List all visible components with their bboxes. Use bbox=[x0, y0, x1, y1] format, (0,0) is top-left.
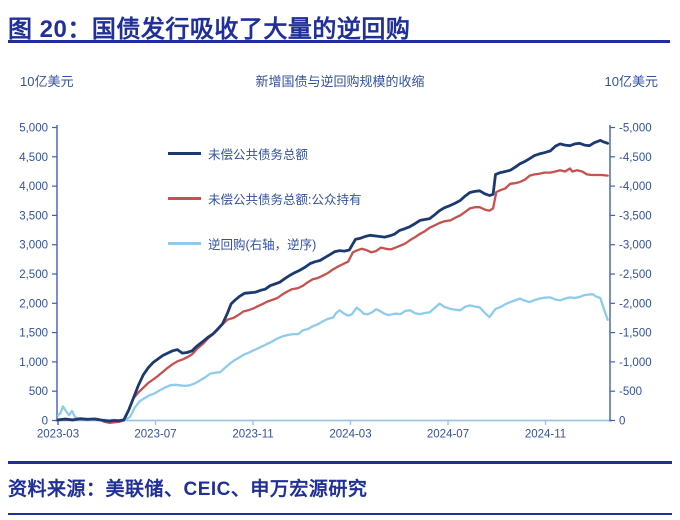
legend-label-public: 未偿公共债务总额:公众持有 bbox=[208, 192, 362, 207]
left-axis-tick-label: 4,000 bbox=[19, 181, 48, 193]
right-axis-tick-label: -3,000 bbox=[619, 240, 652, 252]
x-axis-tick-label: 2024-03 bbox=[329, 429, 371, 441]
legend-swatch-rrp bbox=[168, 241, 201, 245]
title-rule bbox=[8, 40, 670, 43]
source-note: 资料来源：美联储、CEIC、申万宏源研究 bbox=[8, 479, 368, 500]
left-axis-tick-label: 1,500 bbox=[19, 328, 48, 340]
left-axis-tick-label: 500 bbox=[29, 386, 48, 398]
chart-legend: 未偿公共债务总额 未偿公共债务总额:公众持有 逆回购(右轴，逆序) bbox=[168, 142, 361, 277]
x-axis-tick-label: 2024-07 bbox=[427, 429, 469, 441]
series-line-public bbox=[56, 167, 609, 424]
right-axis-tick-label: -5,000 bbox=[619, 123, 652, 135]
line-chart: 0 500 1,000 1,500 2,000 2,500 3,000 3,500 4,000 4… bbox=[19, 123, 652, 441]
left-axis-tick-label: 2,500 bbox=[19, 269, 48, 281]
right-axis-unit-label: 10亿美元 bbox=[604, 74, 658, 89]
x-axis-tick-label: 2024-11 bbox=[525, 429, 566, 441]
series-line-total bbox=[56, 138, 610, 423]
left-axis-tick-label: 5,000 bbox=[19, 123, 48, 135]
right-axis-tick-label: -2,000 bbox=[619, 298, 652, 310]
left-axis-tick-label: 1,000 bbox=[19, 357, 48, 369]
legend-label-rrp: 逆回购(右轴，逆序) bbox=[208, 237, 317, 252]
legend-label-total: 未偿公共债务总额 bbox=[208, 147, 309, 162]
right-axis-tick-label: -500 bbox=[619, 386, 642, 398]
series-line-rrp bbox=[56, 293, 609, 422]
right-axis-tick-label: -2,500 bbox=[619, 269, 652, 281]
left-axis-tick-label: 3,000 bbox=[19, 240, 48, 252]
figure-title: 图 20：国债发行吸收了大量的逆回购 bbox=[8, 16, 411, 43]
x-axis-tick-label: 2023-03 bbox=[37, 429, 79, 441]
x-axis-tick-label: 2023-11 bbox=[232, 429, 273, 441]
right-axis-tick-label: 0 bbox=[619, 416, 625, 428]
legend-swatch-total bbox=[168, 151, 201, 155]
legend-item-rrp: 逆回购(右轴，逆序) bbox=[168, 232, 361, 254]
right-axis-tick-label: -3,500 bbox=[619, 210, 652, 222]
legend-item-public: 未偿公共债务总额:公众持有 bbox=[168, 187, 361, 209]
source-rule-bottom bbox=[8, 513, 672, 515]
x-axis-tick-label: 2023-07 bbox=[134, 429, 176, 441]
left-axis-unit-label: 10亿美元 bbox=[20, 74, 74, 89]
source-rule-top bbox=[8, 461, 672, 464]
right-axis-tick-label: -1,000 bbox=[619, 357, 652, 369]
legend-item-total: 未偿公共债务总额 bbox=[168, 142, 361, 164]
left-axis-tick-label: 3,500 bbox=[19, 210, 48, 222]
right-axis-tick-label: -4,000 bbox=[619, 181, 652, 193]
left-axis-tick-label: 0 bbox=[42, 416, 48, 428]
legend-swatch-public bbox=[168, 196, 201, 200]
right-axis-tick-label: -1,500 bbox=[619, 328, 652, 340]
left-axis-tick-label: 2,000 bbox=[19, 298, 48, 310]
right-axis-tick-label: -4,500 bbox=[619, 152, 652, 164]
chart-title: 新增国债与逆回购规模的收缩 bbox=[255, 74, 425, 89]
left-axis-tick-label: 4,500 bbox=[19, 152, 48, 164]
